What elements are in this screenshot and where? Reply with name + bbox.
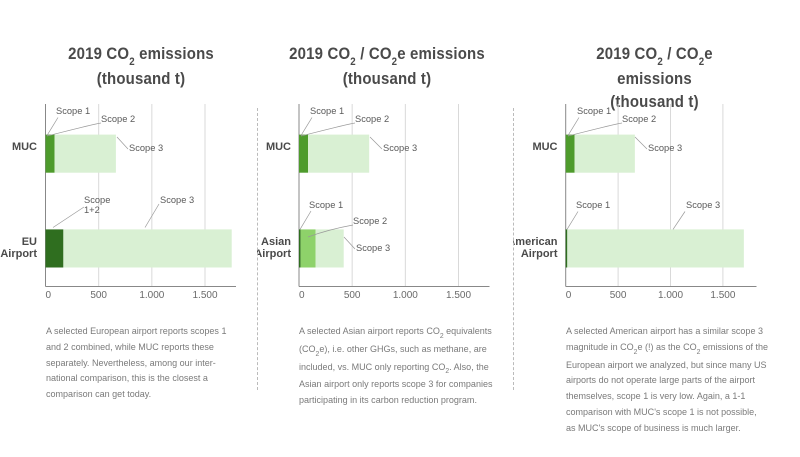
svg-text:MUC: MUC xyxy=(12,141,37,153)
svg-text:Scope 2: Scope 2 xyxy=(101,114,135,124)
svg-text:Scope 1: Scope 1 xyxy=(577,106,611,116)
svg-text:American: American xyxy=(513,236,558,248)
svg-text:MUC: MUC xyxy=(266,141,291,153)
svg-text:0: 0 xyxy=(46,290,52,301)
svg-text:Scope 1: Scope 1 xyxy=(56,106,90,116)
svg-text:Scope 1: Scope 1 xyxy=(310,106,344,116)
svg-text:1.500: 1.500 xyxy=(446,290,471,301)
svg-text:Airport: Airport xyxy=(257,248,291,260)
svg-text:1.500: 1.500 xyxy=(710,290,735,301)
svg-text:Airport: Airport xyxy=(521,248,558,260)
svg-text:1.000: 1.000 xyxy=(658,290,683,301)
svg-text:EU: EU xyxy=(22,236,37,248)
svg-text:Scope 3: Scope 3 xyxy=(648,143,682,153)
svg-text:500: 500 xyxy=(610,290,627,301)
svg-text:500: 500 xyxy=(90,290,107,301)
svg-text:MUC: MUC xyxy=(532,141,557,153)
svg-text:Airport: Airport xyxy=(0,248,37,260)
svg-text:Scope 2: Scope 2 xyxy=(622,114,656,124)
svg-text:Scope 3: Scope 3 xyxy=(129,143,163,153)
svg-text:Scope 2: Scope 2 xyxy=(355,114,389,124)
svg-text:Scope 3: Scope 3 xyxy=(383,143,417,153)
svg-text:Scope 1: Scope 1 xyxy=(576,200,610,210)
svg-text:0: 0 xyxy=(299,290,305,301)
svg-text:Scope: Scope xyxy=(84,195,110,205)
svg-text:1.000: 1.000 xyxy=(393,290,418,301)
svg-text:500: 500 xyxy=(344,290,361,301)
svg-text:Scope 3: Scope 3 xyxy=(160,195,194,205)
svg-text:1+2: 1+2 xyxy=(84,205,100,215)
svg-text:Scope 2: Scope 2 xyxy=(353,216,387,226)
svg-text:Scope 3: Scope 3 xyxy=(356,243,390,253)
svg-text:1.500: 1.500 xyxy=(192,290,217,301)
svg-text:0: 0 xyxy=(566,290,572,301)
svg-text:Scope 3: Scope 3 xyxy=(686,200,720,210)
svg-text:1.000: 1.000 xyxy=(139,290,164,301)
svg-text:Asian: Asian xyxy=(261,236,291,248)
svg-text:Scope 1: Scope 1 xyxy=(309,200,343,210)
